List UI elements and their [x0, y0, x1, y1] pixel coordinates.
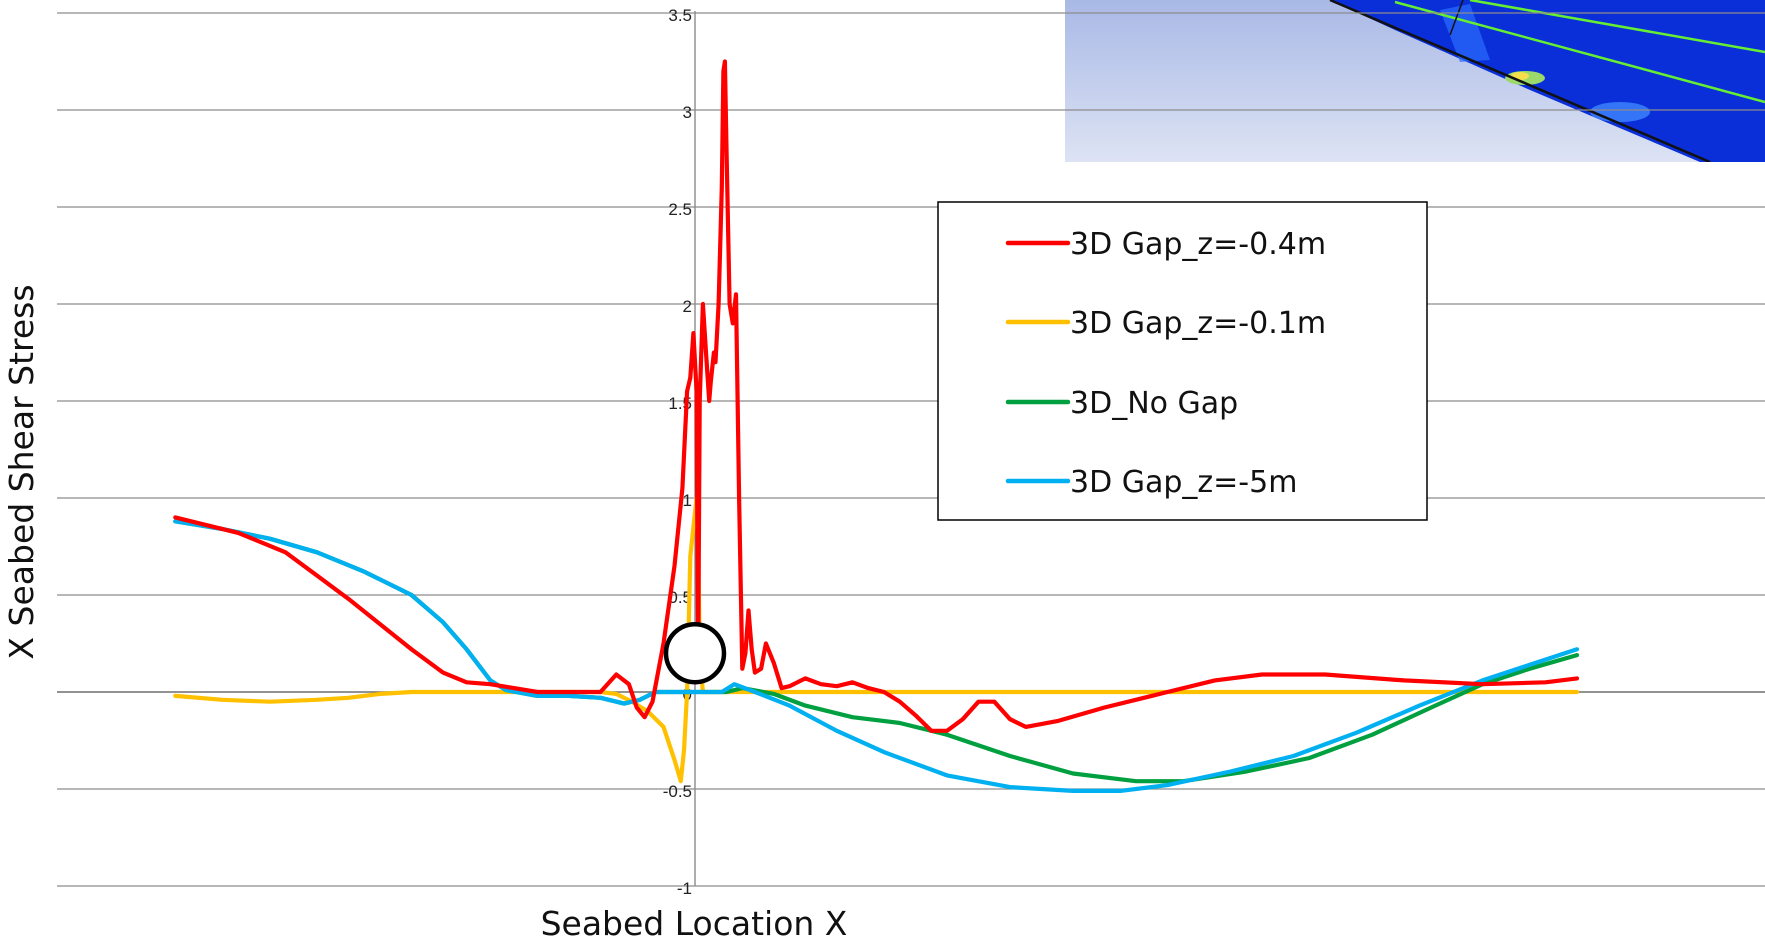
series-lines [173, 59, 1580, 794]
series-line-3 [173, 519, 1580, 794]
legend-label-2: 3D_No Gap [1070, 386, 1238, 421]
x-axis-title: Seabed Location X [541, 904, 848, 943]
legend-label-3: 3D Gap_z=-5m [1070, 465, 1297, 500]
legend: 3D Gap_z=-0.4m 3D Gap_z=-0.1m 3D_No Gap 3D … [937, 201, 1428, 521]
y-tick-label: 3.5 [668, 6, 692, 25]
y-tick-label: -0.5 [663, 782, 692, 801]
grid-lines [57, 12, 1765, 887]
y-tick-label: 2.5 [668, 200, 692, 219]
series-line-0 [173, 59, 1580, 733]
legend-box [937, 201, 1428, 521]
y-tick-label: -1 [677, 879, 692, 898]
series-line-2 [173, 519, 1580, 784]
legend-label-1: 3D Gap_z=-0.1m [1070, 306, 1326, 341]
y-axis-title: X Seabed Shear Stress [2, 284, 41, 659]
y-tick-label: 2 [683, 297, 692, 316]
cylinder-marker [663, 621, 727, 685]
legend-label-0: 3D Gap_z=-0.4m [1070, 227, 1326, 262]
y-tick-label: 0.5 [668, 588, 692, 607]
y-tick-label: 1 [683, 491, 692, 510]
inset-contour-image [1065, 0, 1765, 162]
y-tick-label: 3 [683, 103, 692, 122]
